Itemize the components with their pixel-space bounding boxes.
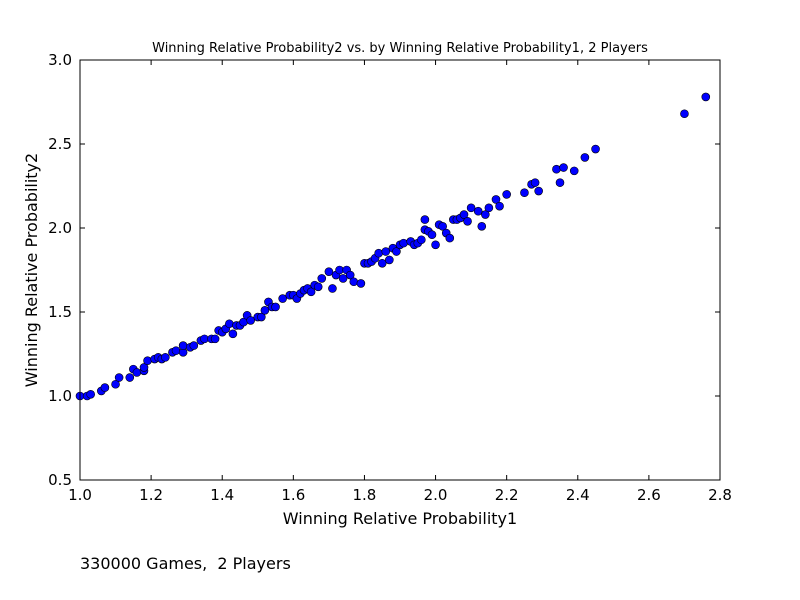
- data-point: [580, 153, 590, 162]
- data-point: [143, 356, 152, 366]
- y-tick-label: 3.0: [48, 51, 72, 69]
- data-point: [445, 233, 455, 243]
- footer-caption: 330000 Games, 2 Players: [80, 554, 291, 573]
- data-point: [463, 216, 472, 226]
- data-point: [132, 368, 142, 377]
- data-point: [466, 203, 476, 213]
- data-point: [335, 265, 344, 275]
- data-point: [257, 312, 266, 322]
- data-point: [431, 240, 440, 250]
- axis-ticks: 1.0 1.2 1.4 1.6 1.8 2.0 2.2 2.4 2.6 2.80.51.01.52…: [48, 51, 732, 504]
- data-point: [246, 316, 255, 325]
- data-point: [552, 164, 561, 174]
- y-tick-label: 2.0: [48, 219, 72, 237]
- y-tick-label: 0.5: [48, 471, 72, 489]
- data-point: [271, 302, 280, 312]
- data-point: [161, 353, 170, 362]
- data-point: [210, 334, 220, 344]
- data-point: [491, 195, 501, 204]
- data-point: [100, 383, 110, 392]
- data-point: [139, 363, 149, 372]
- data-point: [345, 270, 355, 280]
- x-tick-label: 2.0: [424, 486, 448, 504]
- data-point: [171, 346, 181, 355]
- y-tick-label: 2.5: [48, 135, 72, 153]
- data-point: [324, 267, 334, 276]
- data-point: [420, 215, 430, 224]
- data-point: [495, 201, 504, 211]
- data-point: [484, 203, 494, 213]
- chart-title: Winning Relative Probability2 vs. by Win…: [152, 41, 648, 56]
- data-point: [260, 306, 270, 315]
- data-point: [502, 190, 511, 199]
- x-tick-label: 1.0: [68, 486, 92, 504]
- data-point: [178, 341, 188, 350]
- data-point: [569, 166, 579, 176]
- data-point: [377, 258, 387, 268]
- x-tick-label: 2.8: [708, 486, 732, 504]
- data-point: [189, 341, 199, 350]
- data-point: [477, 222, 487, 231]
- data-point: [399, 238, 408, 248]
- data-point: [438, 222, 447, 231]
- data-point: [338, 274, 348, 283]
- x-tick-label: 1.8: [353, 486, 377, 504]
- data-point: [680, 109, 689, 119]
- data-point: [534, 186, 543, 196]
- data-point: [228, 329, 238, 339]
- y-axis-label: Winning Relative Probability2: [22, 153, 41, 387]
- x-tick-label: 2.2: [495, 486, 519, 504]
- data-point: [114, 373, 124, 382]
- data-point: [225, 319, 234, 329]
- data-point: [328, 284, 337, 293]
- x-tick-label: 1.6: [281, 486, 305, 504]
- data-point: [417, 235, 426, 245]
- data-point: [530, 178, 540, 187]
- plot-frame: [79, 59, 721, 481]
- data-point: [306, 287, 316, 297]
- data-point: [459, 210, 469, 219]
- data-point: [481, 210, 490, 219]
- data-points: [75, 92, 711, 401]
- y-tick-label: 1.5: [48, 303, 72, 321]
- data-point: [125, 373, 135, 382]
- data-point: [392, 247, 401, 256]
- x-axis-label: Winning Relative Probability1: [283, 509, 517, 528]
- data-point: [349, 277, 359, 287]
- data-point: [701, 92, 711, 102]
- data-point: [381, 247, 391, 256]
- x-tick-label: 2.4: [566, 486, 590, 504]
- y-tick-label: 1.0: [48, 387, 72, 405]
- data-point: [278, 294, 287, 303]
- x-tick-label: 1.2: [139, 486, 163, 504]
- data-point: [591, 144, 600, 154]
- data-point: [356, 279, 366, 288]
- data-point: [200, 334, 209, 344]
- data-point: [473, 206, 483, 216]
- data-point: [86, 390, 95, 399]
- data-point: [111, 379, 120, 389]
- data-point: [559, 163, 568, 172]
- x-tick-label: 1.4: [210, 486, 234, 504]
- x-tick-label: 2.6: [637, 486, 661, 504]
- data-point: [520, 188, 529, 198]
- data-point: [313, 282, 323, 292]
- data-point: [385, 255, 394, 265]
- data-point: [555, 178, 565, 187]
- data-point: [374, 248, 383, 258]
- data-point: [317, 274, 327, 283]
- data-point: [427, 230, 437, 240]
